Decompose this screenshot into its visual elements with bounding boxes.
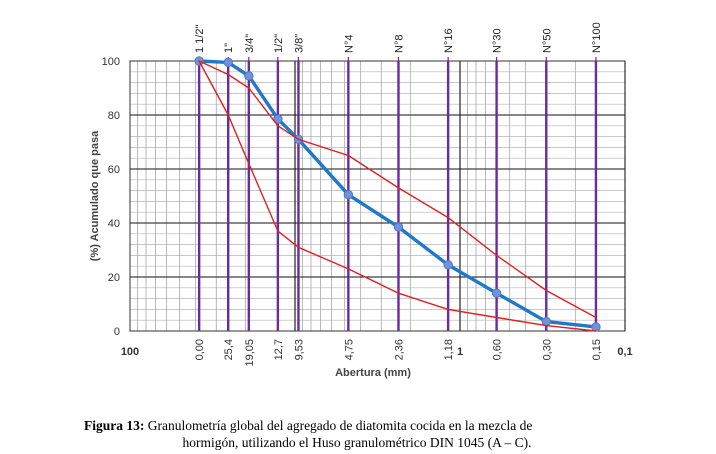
- sieve-opening-label: 12,7: [273, 339, 285, 360]
- sieve-opening-label: 2,36: [393, 339, 405, 360]
- y-tick-label: 20: [108, 272, 120, 284]
- y-tick-label: 60: [108, 164, 120, 176]
- gradation-point: [273, 114, 283, 124]
- x-axis-title: Abertura (mm): [335, 367, 411, 379]
- gradation-point: [223, 57, 233, 68]
- sieve-name-label: N°4: [343, 35, 355, 53]
- sieve-opening-label: 0,00: [194, 339, 206, 360]
- chart-grid: [129, 60, 626, 332]
- caption-line-2: hormigón, utilizando el Huso granulométr…: [182, 435, 532, 450]
- sieve-opening-label: 0,15: [591, 339, 603, 360]
- gradation-point: [491, 288, 502, 298]
- sieve-name-label: 3/8": [293, 34, 305, 53]
- sieve-name-label: N°8: [393, 35, 405, 53]
- chart-labels: 0 20 40 60 80 100 1 1/2" 0,00 1" 25,4 3/4" 19,05 1/2…: [102, 22, 633, 366]
- sieve-name-label: 1/2": [273, 34, 285, 53]
- sieve-name-label: N°30: [492, 28, 504, 53]
- plot-frame: [129, 60, 626, 332]
- gradation-point: [244, 71, 254, 81]
- x-decade-label: 100: [121, 346, 139, 358]
- y-tick-label: 100: [102, 56, 120, 68]
- chart-series: [194, 56, 601, 332]
- sieve-opening-label: 9,53: [293, 339, 305, 360]
- sieve-name-label: N°16: [443, 28, 455, 53]
- sieve-name-label: 1 1/2": [194, 25, 206, 53]
- sieve-opening-label: 1,18: [443, 339, 455, 360]
- y-axis-title: (%) Acumulado que pasa: [89, 130, 101, 261]
- y-tick-label: 80: [108, 110, 120, 122]
- sieve-lines: [197, 57, 598, 331]
- figure-label: Figura 13:: [84, 418, 145, 433]
- sieve-name-label: 3/4": [244, 34, 256, 53]
- granulometry-chart: 0 20 40 60 80 100 1 1/2" 0,00 1" 25,4 3/4" 19,05 1/2…: [89, 22, 633, 379]
- sieve-opening-label: 4,75: [343, 339, 355, 360]
- upper-limit-curve: [198, 60, 597, 319]
- lower-limit-curve: [198, 60, 597, 332]
- sieve-opening-label: 25,4: [223, 339, 235, 360]
- sieve-opening-label: 0,30: [541, 339, 553, 360]
- sieve-name-label: 1": [223, 43, 235, 53]
- y-tick-label: 0: [114, 326, 120, 338]
- gradation-point: [591, 322, 601, 332]
- sieve-opening-label: 19,05: [244, 339, 256, 367]
- sieve-opening-label: 0,60: [492, 339, 504, 360]
- x-decade-label: 1: [457, 346, 463, 358]
- figure-caption: Figura 13: Granulometría global del agre…: [84, 417, 630, 451]
- sieve-name-label: N°100: [591, 22, 603, 53]
- caption-line-1: Granulometría global del agregado de dia…: [147, 418, 533, 433]
- y-tick-label: 40: [108, 218, 120, 230]
- gradation-point: [443, 260, 453, 270]
- gradation-point: [393, 222, 404, 232]
- gradation-point: [343, 189, 354, 200]
- x-decade-label: 0,1: [617, 346, 632, 358]
- sieve-name-label: N°50: [541, 28, 553, 53]
